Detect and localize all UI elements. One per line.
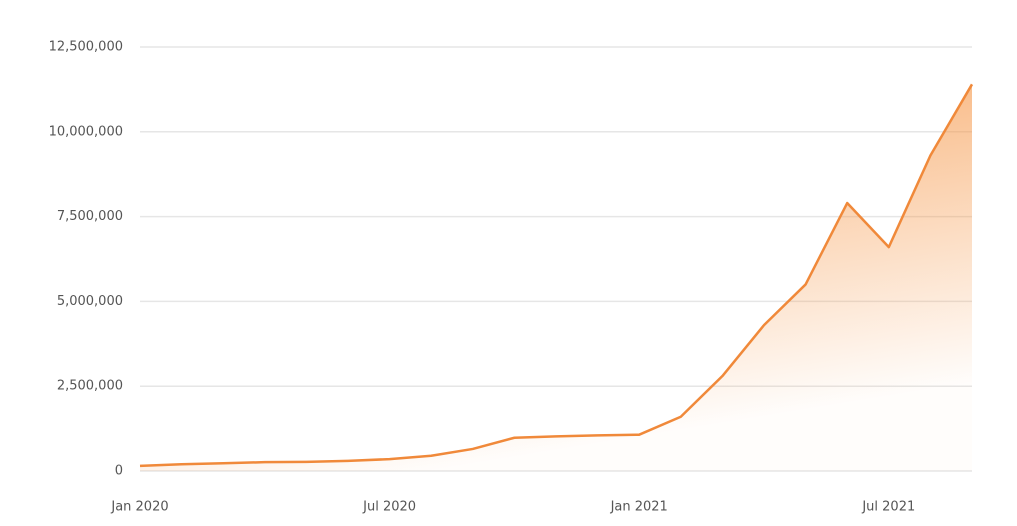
y-tick-label: 5,000,000 xyxy=(57,294,123,309)
area xyxy=(140,84,972,471)
y-tick-label: 7,500,000 xyxy=(57,209,123,224)
line xyxy=(139,83,974,468)
x-tick-label: Jan 2020 xyxy=(110,500,168,515)
y-tick-label: 0 xyxy=(115,464,123,479)
x-tick-label: Jan 2021 xyxy=(610,500,668,515)
x-tick-label: Jul 2021 xyxy=(861,500,915,515)
y-tick-label: 12,500,000 xyxy=(49,40,123,55)
y-tick-label: 2,500,000 xyxy=(57,379,123,394)
y-tick-label: 10,000,000 xyxy=(49,124,123,139)
x-tick-label: Jul 2020 xyxy=(362,500,416,515)
